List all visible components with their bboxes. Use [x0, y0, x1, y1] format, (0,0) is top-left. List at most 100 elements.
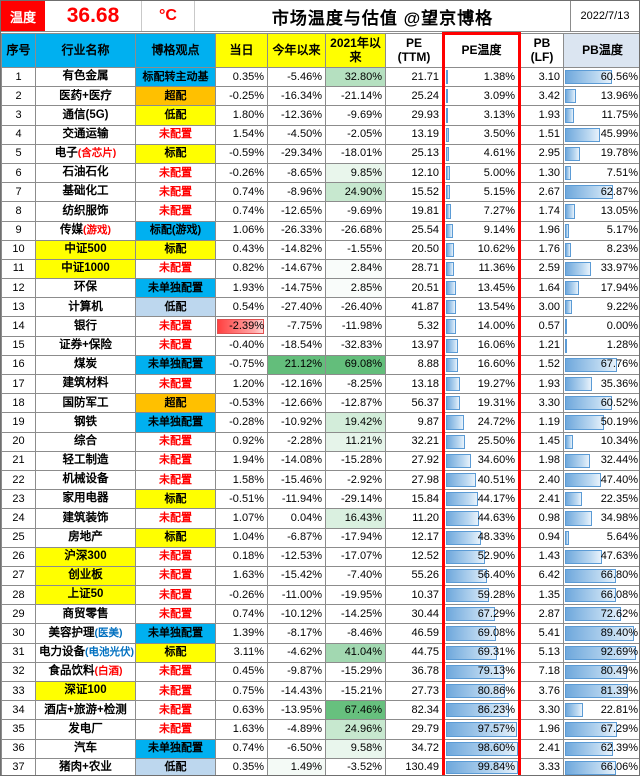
pe-temp-cell: 56.40% [442, 565, 521, 587]
pe-temp-cell: 98.60% [442, 738, 521, 759]
table-row: 7 基础化工 未配置 0.74% -8.96% 24.90% 15.52 5.15% 2.67 6… [1, 182, 639, 203]
day-change-cell: 1.39% [215, 623, 268, 644]
pe-ttm-cell: 46.59 [385, 623, 444, 644]
table-row: 1 有色金属 标配转主动基 0.35% -5.46% 32.80% 21.71 1.38% 3.… [1, 66, 639, 88]
since-2021-cell: -12.87% [325, 393, 386, 414]
table-row: 8 纺织服饰 未配置 0.74% -12.65% -9.69% 19.81 7.27% 1.74… [1, 201, 639, 222]
boge-view-cell: 未配置 [135, 469, 216, 491]
day-change-cell: 0.74% [215, 604, 268, 625]
row-number-cell: 24 [1, 508, 36, 529]
since-2021-cell: -7.40% [325, 565, 386, 587]
pe-temp-bar [446, 568, 488, 584]
pb-temp-bar [565, 300, 573, 315]
row-number-cell: 11 [1, 258, 36, 280]
pb-temp-bar [565, 472, 602, 488]
industry-name: 银行 [74, 319, 97, 332]
pb-temp-cell: 11.75% [563, 105, 639, 126]
row-number-cell: 20 [1, 431, 36, 452]
pb-temp-bar [565, 434, 573, 449]
pb-lf-cell: 1.93 [519, 105, 564, 126]
industry-name-cell: 机械设备 [35, 469, 136, 491]
industry-name: 通信(5G) [62, 108, 109, 121]
industry-name-cell: 汽车 [35, 738, 136, 759]
day-change-cell: -0.59% [215, 143, 268, 164]
pe-temp-bar [446, 185, 450, 200]
pe-temp-bar [446, 472, 476, 488]
column-header-y2021: 2021年以来 [325, 33, 386, 68]
day-change-cell: 1.94% [215, 450, 268, 471]
day-change-cell: 3.11% [215, 642, 268, 663]
industry-name: 中证500 [64, 243, 107, 256]
industry-name-cell: 煤炭 [35, 354, 136, 376]
pb-temp-cell: 72.62% [563, 604, 639, 625]
pb-temp-bar [565, 377, 593, 392]
day-change-cell: -0.25% [215, 86, 268, 107]
pe-temp-cell: 5.00% [442, 162, 521, 184]
pe-temp-bar [446, 492, 479, 507]
pe-temp-bar [446, 434, 465, 449]
pb-lf-cell: 1.76 [519, 239, 564, 260]
industry-name-cell: 基础化工 [35, 182, 136, 203]
industry-name-cell: 电力设备(电池光伏) [35, 642, 136, 663]
industry-name-cell: 轻工制造 [35, 450, 136, 471]
pb-lf-cell: 6.42 [519, 565, 564, 587]
pb-temp-cell: 33.97% [563, 258, 639, 280]
pe-ttm-cell: 41.87 [385, 297, 444, 318]
pe-temp-cell: 80.86% [442, 680, 521, 702]
pb-temp-bar [565, 127, 601, 142]
pb-temp-bar [565, 511, 592, 526]
ytd-change-cell: -13.95% [267, 700, 326, 721]
header-row: 序号 行业名称 博格观点 当日 今年以来 2021年以来 PE (TTM) PE温度 PB (LF)… [1, 32, 639, 68]
industry-name-cell: 交通运输 [35, 124, 136, 145]
row-number-cell: 5 [1, 143, 36, 164]
table-row: 19 钢铁 未单独配置 -0.28% -10.92% 19.42% 9.87 24.72% 1.… [1, 412, 639, 433]
row-number-cell: 31 [1, 642, 36, 663]
pe-temp-bar [446, 530, 482, 545]
since-2021-cell: -9.69% [325, 201, 386, 222]
pb-temp-cell: 89.40% [563, 623, 639, 644]
pe-temp-cell: 79.13% [442, 661, 521, 683]
row-number-cell: 34 [1, 700, 36, 721]
pe-ttm-cell: 13.97 [385, 335, 444, 356]
day-change-cell: -0.28% [215, 412, 268, 433]
pb-temp-cell: 5.64% [563, 527, 639, 548]
pe-ttm-cell: 8.88 [385, 354, 444, 376]
pb-temp-bar [565, 281, 579, 296]
pe-ttm-cell: 25.24 [385, 86, 444, 107]
column-header-ytd: 今年以来 [267, 33, 326, 68]
pe-ttm-cell: 15.52 [385, 182, 444, 203]
page-title: 市场温度与估值 @望京博格 [271, 8, 494, 28]
boge-view-cell: 未单独配置 [135, 738, 216, 759]
boge-view-cell: 未配置 [135, 258, 216, 280]
boge-view-cell: 标配 [135, 527, 216, 548]
pb-lf-cell: 0.94 [519, 527, 564, 548]
pb-lf-cell: 0.57 [519, 316, 564, 337]
since-2021-cell: -8.46% [325, 623, 386, 644]
pe-temp-cell: 13.45% [442, 278, 521, 299]
pe-ttm-cell: 28.71 [385, 258, 444, 280]
table-row: 34 酒店+旅游+检测 未配置 0.63% -13.95% 67.46% 82.34 86.2… [1, 700, 639, 721]
pb-temp-bar [565, 588, 616, 603]
industry-name: 计算机 [68, 300, 103, 313]
table-row: 23 家用电器 标配 -0.51% -11.94% -29.14% 15.84 44.17% 2… [1, 489, 639, 510]
pe-temp-cell: 44.17% [442, 489, 521, 510]
day-change-cell: -2.39% [215, 316, 268, 337]
pb-lf-cell: 1.21 [519, 335, 564, 356]
pb-lf-cell: 5.41 [519, 623, 564, 644]
pb-temp-cell: 45.99% [563, 124, 639, 145]
pe-temp-cell: 19.27% [442, 373, 521, 395]
industry-name: 交通运输 [62, 127, 109, 140]
industry-name: 建筑装饰 [62, 511, 109, 524]
pe-temp-cell: 14.00% [442, 316, 521, 337]
pb-temp-cell: 0.00% [563, 316, 639, 337]
ytd-change-cell: -14.75% [267, 278, 326, 299]
pb-temp-cell: 8.23% [563, 239, 639, 260]
pb-temp-bar [565, 89, 576, 104]
row-number-cell: 14 [1, 316, 36, 337]
pe-ttm-cell: 36.78 [385, 661, 444, 683]
pb-temp-cell: 1.28% [563, 335, 639, 356]
ytd-change-cell: -6.87% [267, 527, 326, 548]
day-change-cell: -0.26% [215, 585, 268, 606]
pe-temp-bar [446, 722, 517, 737]
boge-view-cell: 标配 [135, 489, 216, 510]
